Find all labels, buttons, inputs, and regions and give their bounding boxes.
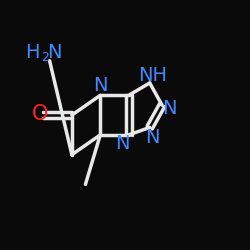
Text: N: N	[47, 42, 61, 62]
Text: N: N	[93, 76, 108, 95]
Text: N: N	[145, 128, 160, 147]
Text: NH: NH	[138, 66, 167, 85]
Text: H: H	[25, 42, 40, 62]
Text: 2: 2	[41, 51, 49, 64]
Text: N: N	[162, 100, 177, 118]
Text: O: O	[32, 104, 48, 124]
Text: N: N	[115, 134, 130, 153]
